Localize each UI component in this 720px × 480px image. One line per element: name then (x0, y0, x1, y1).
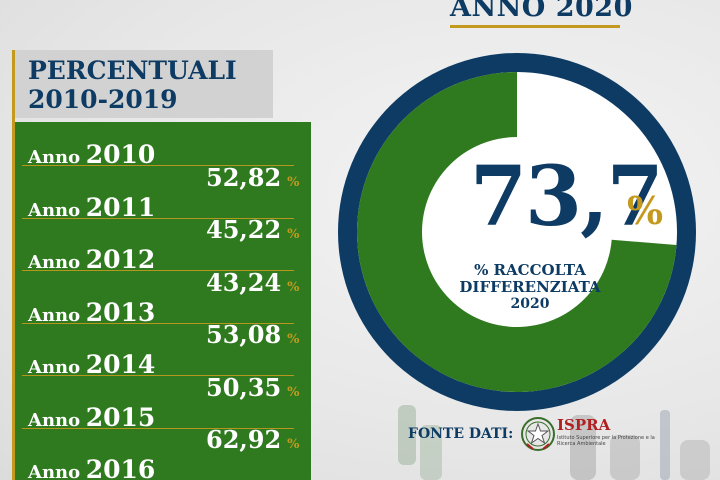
row-year-prefix: Anno (28, 462, 81, 480)
row-year-label: Anno 2014 (28, 350, 155, 379)
donut-label-line2: DIFFERENZIATA (459, 278, 601, 296)
row-year-prefix: Anno (28, 304, 81, 326)
donut-label-line3: 2020 (510, 296, 550, 312)
row-year-number: 2013 (85, 297, 156, 327)
years-panel (15, 122, 311, 480)
percentuali-title-line2: 2010-2019 (28, 85, 178, 114)
donut-label-line1: % RACCOLTA (474, 261, 586, 279)
row-value-number: 62,92 (206, 425, 282, 454)
row-year-prefix: Anno (28, 147, 81, 168)
year-title-underline (450, 25, 620, 28)
donut-hole (422, 137, 612, 327)
row-value-percent: % (287, 332, 300, 347)
row-year-number: 2011 (85, 192, 156, 222)
donut-value: 73,7 (470, 149, 664, 245)
source-label: FONTE DATI: (408, 426, 514, 442)
row-value-number: 52,82 (206, 162, 282, 192)
row-divider (22, 217, 294, 219)
percentuali-title-line1: PERCENTUALI (28, 56, 237, 85)
row-value: 50,35% (206, 373, 300, 402)
row-year-number: 2012 (85, 245, 156, 274)
row-year-prefix: Anno (28, 199, 81, 221)
row-year-label: Anno 2011 (28, 193, 155, 222)
row-value-percent: % (287, 174, 300, 190)
ispra-name: ISPRA (557, 416, 611, 434)
row-divider (22, 427, 294, 429)
row-value-number: 43,24 (206, 267, 282, 297)
row-value-number: 53,08 (206, 320, 282, 349)
donut-chart (338, 53, 696, 411)
ispra-subtitle: Istituto Superiore per la Protezione e l… (557, 435, 655, 447)
row-divider (22, 165, 294, 166)
row-year-label: Anno 2016 (28, 455, 155, 480)
row-value-number: 45,22 (206, 215, 282, 244)
row-value: 53,08% (206, 320, 300, 349)
row-divider (22, 322, 294, 324)
year-title: ANNO 2020 (450, 0, 633, 23)
row-year-prefix: Anno (28, 357, 81, 378)
row-divider (22, 270, 294, 271)
row-value: 45,22% (206, 215, 300, 244)
row-year-prefix: Anno (28, 252, 81, 273)
left-accent-bar (12, 50, 15, 480)
row-divider (22, 375, 294, 376)
ispra-emblem-icon (521, 417, 555, 451)
row-value-percent: % (287, 384, 300, 400)
row-year-label: Anno 2015 (28, 403, 155, 432)
row-value: 43,24% (206, 268, 300, 297)
row-year-label: Anno 2013 (28, 298, 155, 327)
percentuali-title: PERCENTUALI 2010-2019 (28, 56, 237, 114)
donut-percent-symbol: % (627, 188, 664, 233)
bottles-illustration (398, 405, 710, 480)
row-year-number: 2016 (85, 455, 156, 480)
row-year-prefix: Anno (28, 409, 81, 431)
row-year-label: Anno 2010 (28, 140, 155, 169)
donut-label: % RACCOLTA DIFFERENZIATA 2020 (432, 262, 628, 313)
row-value: 62,92% (206, 425, 300, 454)
row-year-number: 2014 (85, 350, 156, 379)
row-year-number: 2015 (85, 402, 156, 432)
row-value: 52,82% (206, 163, 300, 192)
percentuali-title-box (15, 50, 273, 118)
row-year-number: 2010 (85, 140, 156, 169)
row-year-label: Anno 2012 (28, 245, 155, 274)
row-value-percent: % (287, 279, 300, 295)
row-value-percent: % (287, 227, 300, 242)
row-value-number: 50,35 (206, 372, 282, 402)
row-value-percent: % (287, 437, 300, 452)
